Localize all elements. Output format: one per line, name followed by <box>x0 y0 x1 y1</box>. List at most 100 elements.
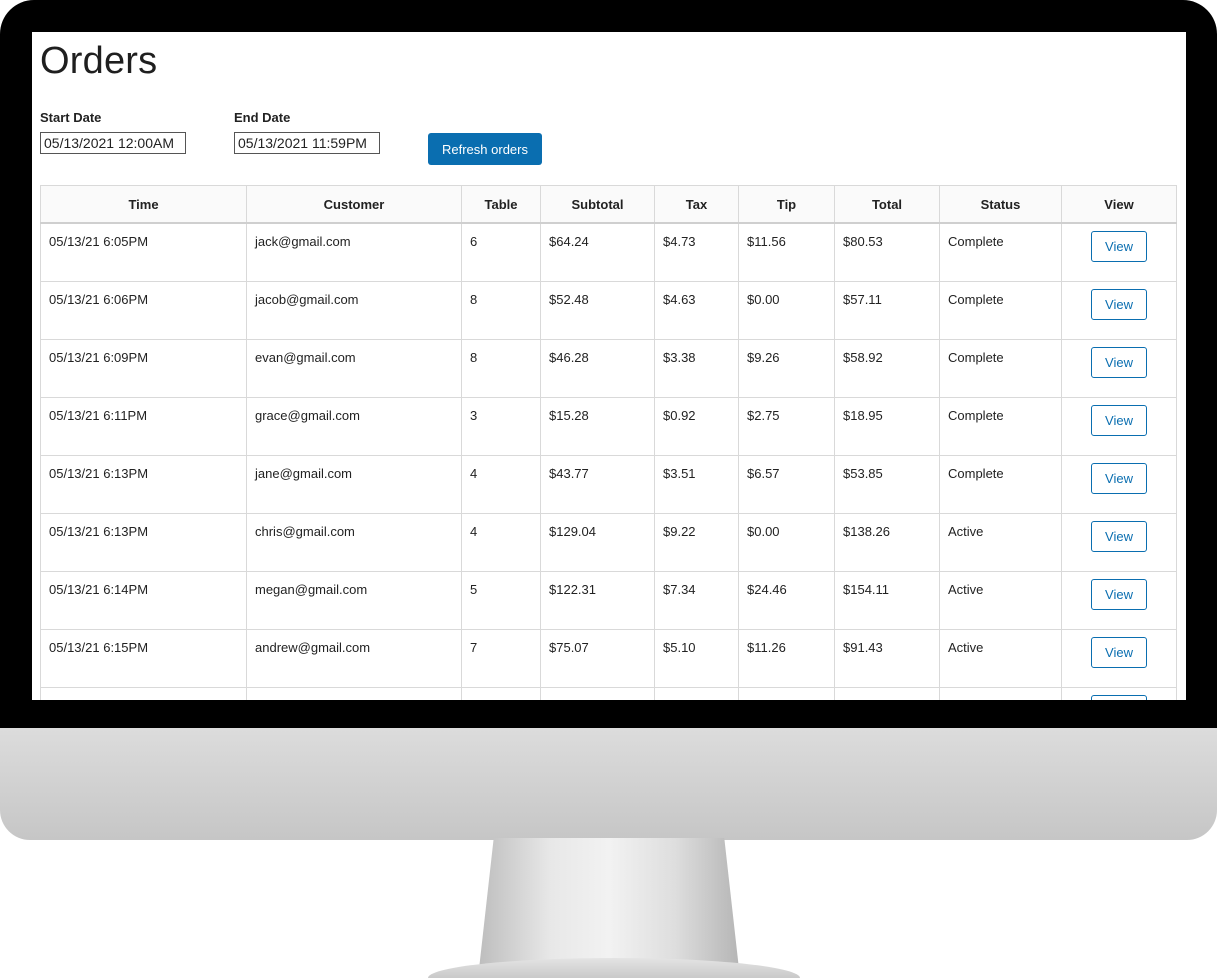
cell-table: 8 <box>461 339 541 398</box>
cell-tax: $9.22 <box>654 513 739 572</box>
orders-table: Time Customer Table Subtotal Tax Tip Tot… <box>40 185 1177 700</box>
cell-status: Complete <box>939 281 1062 340</box>
start-date-field: Start Date <box>40 110 186 154</box>
column-header-table: Table <box>461 185 541 224</box>
cell-customer: andrew@gmail.com <box>246 629 462 688</box>
start-date-input[interactable] <box>40 132 186 154</box>
table-row: 05/13/21 6:11PM grace@gmail.com 3 $15.28… <box>40 397 1177 456</box>
cell-view: View <box>1061 571 1177 630</box>
table-header-row: Time Customer Table Subtotal Tax Tip Tot… <box>40 185 1177 224</box>
monitor-stand <box>478 838 740 978</box>
cell-subtotal: $52.48 <box>540 281 655 340</box>
column-header-view: View <box>1061 185 1177 224</box>
cell-total: $57.11 <box>834 281 940 340</box>
cell-status: Complete <box>939 397 1062 456</box>
cell-customer: jennifer@gmail.com <box>246 687 462 700</box>
view-order-button[interactable]: View <box>1091 579 1147 610</box>
cell-subtotal: $129.04 <box>540 513 655 572</box>
table-row: 05/13/21 6:13PM chris@gmail.com 4 $129.0… <box>40 513 1177 572</box>
cell-subtotal: $75.07 <box>540 629 655 688</box>
cell-tax: $0.92 <box>654 397 739 456</box>
cell-total: $80.53 <box>834 222 940 282</box>
view-order-button[interactable]: View <box>1091 463 1147 494</box>
cell-view: View <box>1061 222 1177 282</box>
cell-total: $115.52 <box>834 687 940 700</box>
view-order-button[interactable]: View <box>1091 289 1147 320</box>
cell-tip: $11.56 <box>738 222 835 282</box>
cell-total: $154.11 <box>834 571 940 630</box>
cell-time: 05/13/21 6:13PM <box>40 513 247 572</box>
cell-table: 6 <box>461 222 541 282</box>
cell-status: Active <box>939 513 1062 572</box>
screen: Orders Start Date End Date Refresh order… <box>32 32 1186 700</box>
cell-subtotal: $122.31 <box>540 571 655 630</box>
cell-table: 7 <box>461 629 541 688</box>
cell-total: $138.26 <box>834 513 940 572</box>
cell-time: 05/13/21 6:15PM <box>40 629 247 688</box>
cell-time: 05/13/21 6:11PM <box>40 397 247 456</box>
cell-customer: megan@gmail.com <box>246 571 462 630</box>
cell-subtotal: $15.28 <box>540 397 655 456</box>
cell-tax: $3.51 <box>654 455 739 514</box>
cell-table: 8 <box>461 281 541 340</box>
cell-time: 05/13/21 6:17PM <box>40 687 247 700</box>
cell-tax: $5.10 <box>654 629 739 688</box>
cell-subtotal: $64.24 <box>540 222 655 282</box>
column-header-tax: Tax <box>654 185 739 224</box>
cell-tax: $7.34 <box>654 571 739 630</box>
cell-tax: $4.63 <box>654 281 739 340</box>
view-order-button[interactable]: View <box>1091 347 1147 378</box>
cell-customer: jack@gmail.com <box>246 222 462 282</box>
cell-subtotal: $93.16 <box>540 687 655 700</box>
end-date-input[interactable] <box>234 132 380 154</box>
cell-customer: grace@gmail.com <box>246 397 462 456</box>
cell-tip: $24.46 <box>738 571 835 630</box>
view-order-button[interactable]: View <box>1091 695 1147 700</box>
page-title: Orders <box>40 40 158 82</box>
cell-view: View <box>1061 281 1177 340</box>
cell-tax: $5.59 <box>654 687 739 700</box>
cell-subtotal: $46.28 <box>540 339 655 398</box>
view-order-button[interactable]: View <box>1091 637 1147 668</box>
cell-view: View <box>1061 513 1177 572</box>
cell-status: Complete <box>939 339 1062 398</box>
table-row: 05/13/21 6:05PM jack@gmail.com 6 $64.24 … <box>40 222 1177 282</box>
table-row: 05/13/21 6:14PM megan@gmail.com 5 $122.3… <box>40 571 1177 630</box>
cell-status: Active <box>939 687 1062 700</box>
cell-customer: jane@gmail.com <box>246 455 462 514</box>
cell-subtotal: $43.77 <box>540 455 655 514</box>
cell-customer: chris@gmail.com <box>246 513 462 572</box>
monitor-chin <box>0 728 1217 840</box>
cell-total: $18.95 <box>834 397 940 456</box>
cell-tip: $2.75 <box>738 397 835 456</box>
cell-table: 4 <box>461 455 541 514</box>
cell-status: Active <box>939 629 1062 688</box>
table-row: 05/13/21 6:09PM evan@gmail.com 8 $46.28 … <box>40 339 1177 398</box>
cell-tax: $3.38 <box>654 339 739 398</box>
cell-tip: $6.57 <box>738 455 835 514</box>
refresh-orders-button[interactable]: Refresh orders <box>428 133 542 165</box>
cell-time: 05/13/21 6:14PM <box>40 571 247 630</box>
cell-customer: jacob@gmail.com <box>246 281 462 340</box>
column-header-tip: Tip <box>738 185 835 224</box>
view-order-button[interactable]: View <box>1091 231 1147 262</box>
table-row: 05/13/21 6:06PM jacob@gmail.com 8 $52.48… <box>40 281 1177 340</box>
cell-time: 05/13/21 6:06PM <box>40 281 247 340</box>
cell-status: Complete <box>939 222 1062 282</box>
cell-customer: evan@gmail.com <box>246 339 462 398</box>
cell-time: 05/13/21 6:09PM <box>40 339 247 398</box>
cell-tip: $11.26 <box>738 629 835 688</box>
column-header-time: Time <box>40 185 247 224</box>
column-header-status: Status <box>939 185 1062 224</box>
cell-status: Active <box>939 571 1062 630</box>
cell-view: View <box>1061 629 1177 688</box>
cell-view: View <box>1061 339 1177 398</box>
view-order-button[interactable]: View <box>1091 405 1147 436</box>
view-order-button[interactable]: View <box>1091 521 1147 552</box>
cell-time: 05/13/21 6:13PM <box>40 455 247 514</box>
column-header-total: Total <box>834 185 940 224</box>
cell-view: View <box>1061 687 1177 700</box>
table-row: 05/13/21 6:13PM jane@gmail.com 4 $43.77 … <box>40 455 1177 514</box>
table-row: 05/13/21 6:17PM jennifer@gmail.com 7 $93… <box>40 687 1177 700</box>
cell-total: $58.92 <box>834 339 940 398</box>
